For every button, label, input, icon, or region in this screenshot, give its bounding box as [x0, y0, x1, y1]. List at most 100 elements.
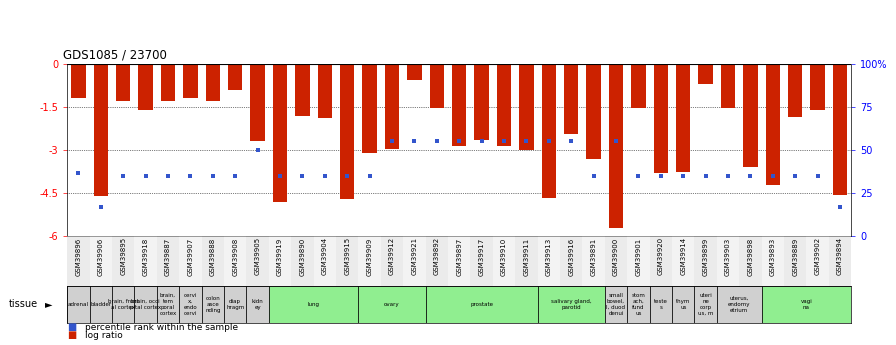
Text: stom
ach,
fund
us: stom ach, fund us — [632, 293, 645, 316]
Text: GSM39908: GSM39908 — [232, 237, 238, 276]
Bar — [743, 64, 758, 167]
Bar — [762, 236, 784, 286]
Bar — [362, 64, 377, 153]
Bar — [605, 236, 627, 286]
Text: GSM39920: GSM39920 — [658, 237, 664, 275]
Bar — [765, 64, 780, 185]
Bar — [246, 236, 269, 286]
Bar — [676, 64, 691, 171]
Text: GSM39911: GSM39911 — [523, 237, 530, 276]
Text: ■: ■ — [67, 322, 76, 332]
Bar — [717, 236, 739, 286]
Text: thym
us: thym us — [676, 299, 691, 310]
Bar — [720, 64, 736, 108]
Bar — [448, 236, 470, 286]
Text: brain, front
al cortex: brain, front al cortex — [108, 299, 139, 310]
Text: GSM39890: GSM39890 — [299, 237, 306, 276]
Text: GDS1085 / 23700: GDS1085 / 23700 — [64, 48, 168, 61]
Text: vagi
na: vagi na — [800, 299, 813, 310]
Bar — [71, 64, 86, 98]
Bar — [627, 236, 650, 286]
Text: uteri
ne
corp
us, m: uteri ne corp us, m — [698, 293, 713, 316]
Text: percentile rank within the sample: percentile rank within the sample — [85, 323, 238, 332]
Text: tissue: tissue — [9, 299, 39, 309]
Bar — [650, 236, 672, 286]
Bar — [116, 64, 131, 101]
Bar — [157, 236, 179, 286]
Bar — [336, 236, 358, 286]
Bar — [762, 286, 851, 323]
Bar — [608, 64, 624, 228]
Bar — [474, 64, 489, 140]
Bar — [452, 64, 467, 146]
Bar — [784, 236, 806, 286]
Text: GSM39917: GSM39917 — [478, 237, 485, 276]
Bar — [224, 286, 246, 323]
Bar — [112, 286, 134, 323]
Bar — [90, 286, 112, 323]
Bar — [250, 64, 265, 141]
Bar — [407, 64, 422, 80]
Text: GSM39903: GSM39903 — [725, 237, 731, 276]
Text: GSM39916: GSM39916 — [568, 237, 574, 276]
Text: GSM39896: GSM39896 — [75, 237, 82, 276]
Bar — [269, 286, 358, 323]
Bar — [183, 64, 198, 98]
Bar — [496, 64, 512, 146]
Text: ►: ► — [45, 299, 52, 309]
Bar — [493, 236, 515, 286]
Text: brain,
tem
poral
cortex: brain, tem poral cortex — [159, 293, 177, 316]
Bar — [429, 64, 444, 108]
Bar — [272, 64, 288, 202]
Bar — [138, 64, 153, 110]
Text: log ratio: log ratio — [85, 331, 123, 340]
Text: GSM39899: GSM39899 — [702, 237, 709, 276]
Bar — [653, 64, 668, 173]
Bar — [381, 236, 403, 286]
Text: GSM39904: GSM39904 — [322, 237, 328, 275]
Bar — [202, 236, 224, 286]
Bar — [694, 286, 717, 323]
Bar — [605, 286, 627, 323]
Text: brain, occi
pital cortex: brain, occi pital cortex — [130, 299, 161, 310]
Text: colon
asce
nding: colon asce nding — [205, 296, 220, 313]
Bar — [317, 64, 332, 118]
Bar — [694, 236, 717, 286]
Text: lung: lung — [307, 302, 320, 307]
Text: GSM39893: GSM39893 — [770, 237, 776, 276]
Bar — [538, 286, 605, 323]
Text: teste
s: teste s — [654, 299, 668, 310]
Bar — [470, 236, 493, 286]
Text: GSM39900: GSM39900 — [613, 237, 619, 276]
Bar — [586, 64, 601, 159]
Bar — [205, 64, 220, 101]
Bar — [672, 236, 694, 286]
Bar — [538, 236, 560, 286]
Bar — [426, 236, 448, 286]
Text: GSM39897: GSM39897 — [456, 237, 462, 276]
Bar — [228, 64, 243, 90]
Bar — [93, 64, 108, 196]
Bar — [650, 286, 672, 323]
Text: diap
hragm: diap hragm — [226, 299, 245, 310]
Text: GSM39892: GSM39892 — [434, 237, 440, 275]
Text: prostate: prostate — [470, 302, 493, 307]
Bar — [246, 286, 269, 323]
Bar — [829, 236, 851, 286]
Bar — [564, 64, 579, 134]
Text: GSM39910: GSM39910 — [501, 237, 507, 276]
Bar — [788, 64, 803, 117]
Bar — [160, 64, 176, 101]
Bar — [515, 236, 538, 286]
Text: GSM39913: GSM39913 — [546, 237, 552, 276]
Text: kidn
ey: kidn ey — [252, 299, 263, 310]
Text: GSM39895: GSM39895 — [120, 237, 126, 275]
Bar — [541, 64, 556, 197]
Text: GSM39888: GSM39888 — [210, 237, 216, 276]
Text: GSM39901: GSM39901 — [635, 237, 642, 276]
Text: GSM39894: GSM39894 — [837, 237, 843, 275]
Text: GSM39915: GSM39915 — [344, 237, 350, 275]
Text: GSM39898: GSM39898 — [747, 237, 754, 276]
Bar — [739, 236, 762, 286]
Bar — [810, 64, 825, 110]
